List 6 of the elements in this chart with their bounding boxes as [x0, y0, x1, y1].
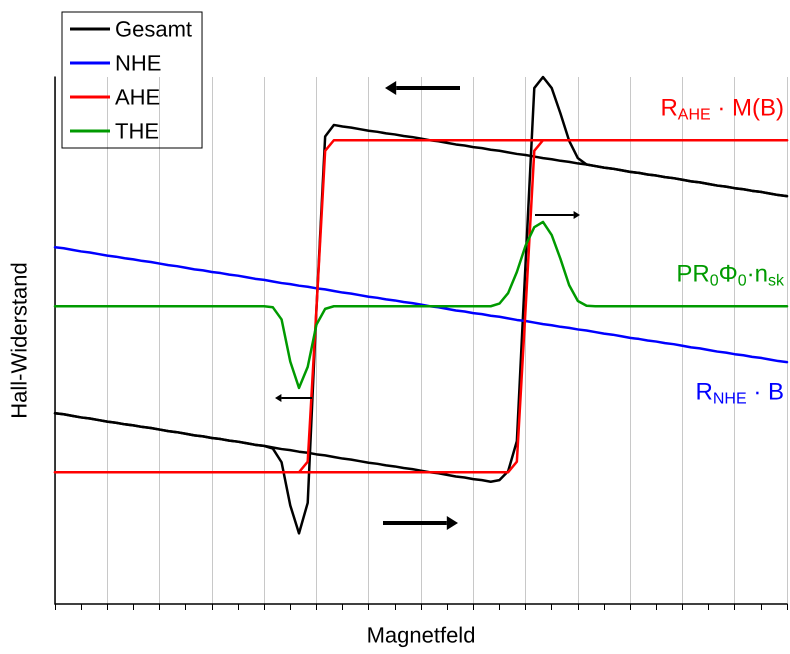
legend-label: Gesamt	[115, 16, 192, 42]
y-axis-title: Hall-Widerstand	[6, 262, 32, 419]
legend-label: AHE	[115, 84, 160, 110]
legend-label: THE	[115, 118, 159, 144]
legend-label: NHE	[115, 50, 162, 76]
x-axis-title: Magnetfeld	[366, 622, 476, 648]
